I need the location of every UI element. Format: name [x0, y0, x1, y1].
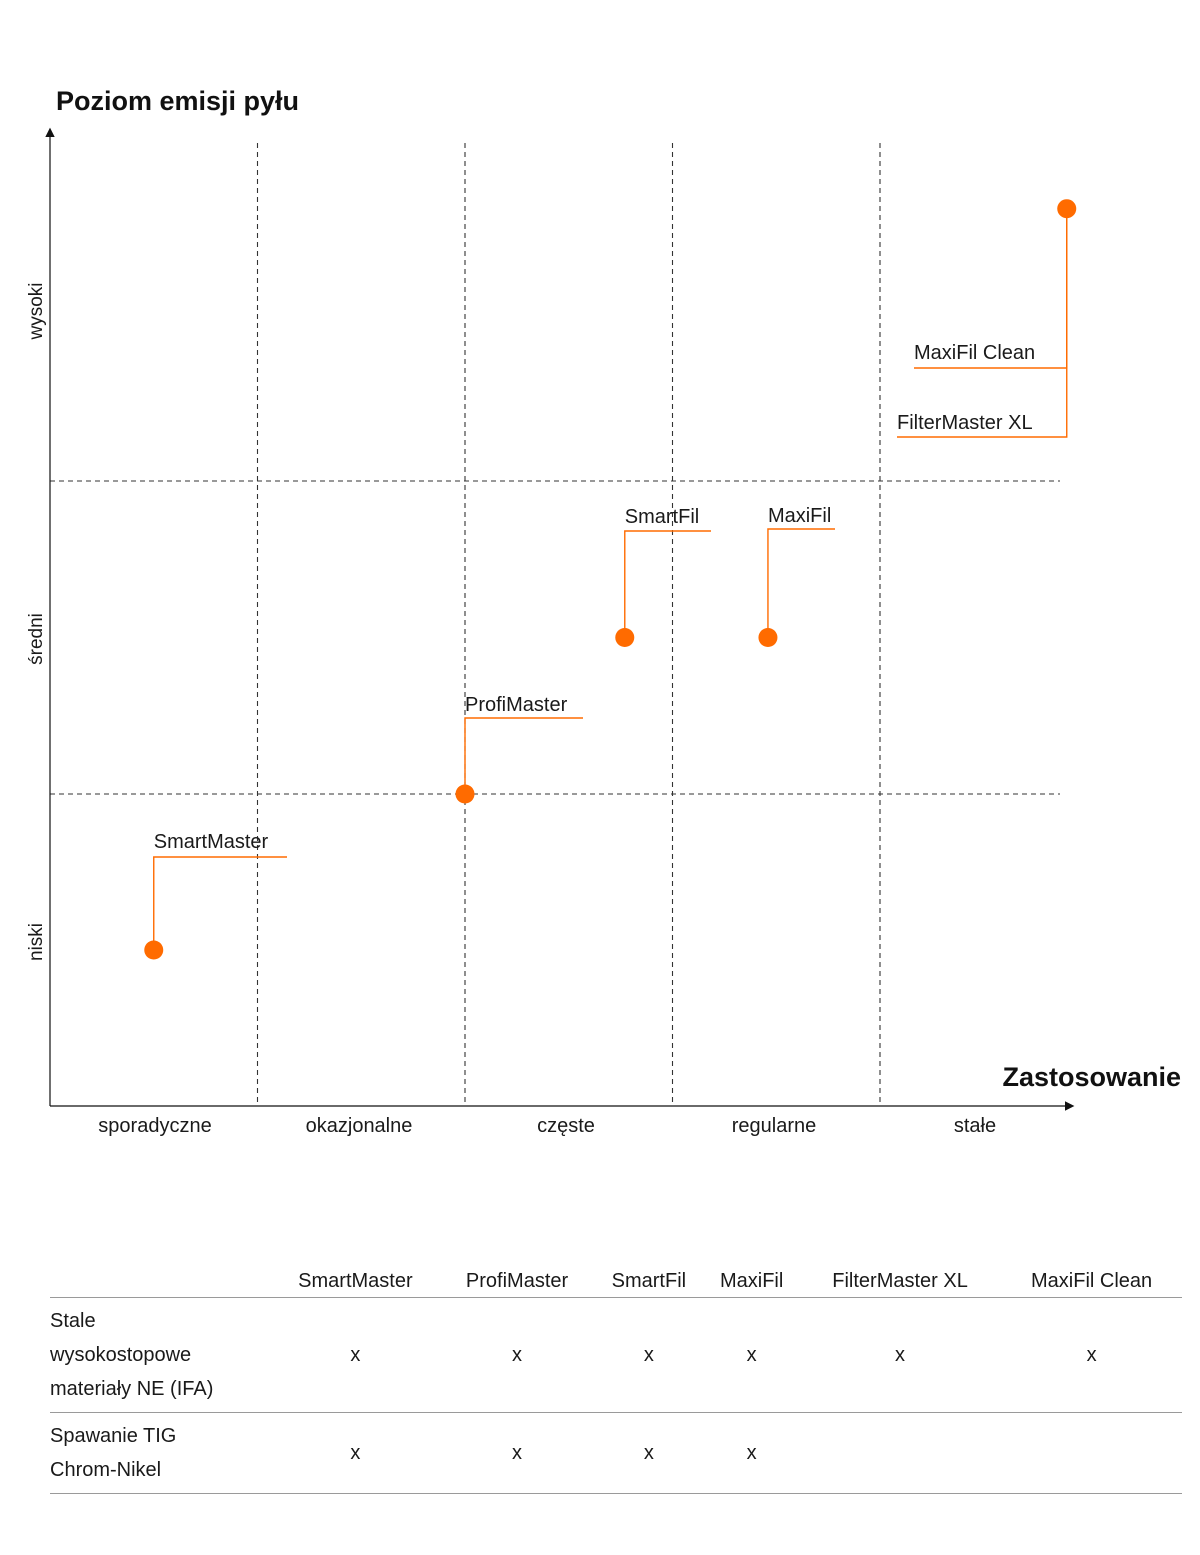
- point-label: SmartFil: [625, 506, 699, 528]
- data-point-marker: [455, 784, 475, 804]
- table-cell: x: [270, 1412, 441, 1494]
- table-column-header: MaxiFil Clean: [1001, 1262, 1182, 1298]
- x-axis-title: Zastosowanie: [1002, 1062, 1181, 1092]
- table-row: Stale wysokostopowe materiały NE (IFA) x x x x…: [50, 1297, 1182, 1413]
- table-row-label: Stale wysokostopowe materiały NE (IFA): [50, 1297, 270, 1413]
- x-tick-label: okazjonalne: [306, 1115, 413, 1137]
- application-table: SmartMaster ProfiMaster SmartFil MaxiFil Fil…: [50, 1262, 1182, 1494]
- table-column-header: ProfiMaster: [440, 1262, 594, 1298]
- table-column-header: SmartFil: [593, 1262, 705, 1298]
- table-cell: x: [704, 1297, 799, 1413]
- data-point-marker: [758, 628, 778, 647]
- point-label: SmartMaster: [154, 831, 269, 853]
- table-cell: x: [270, 1297, 441, 1413]
- table-cell: x: [1001, 1297, 1182, 1413]
- data-point-marker: [144, 940, 164, 960]
- y-axis-title: Poziom emisji pyłu: [56, 86, 299, 116]
- table-cell: x: [593, 1297, 705, 1413]
- table-cell: x: [593, 1412, 705, 1494]
- emission-chart: Poziom emisji pyłu Zastosowanie sporadyc…: [26, 86, 1181, 1137]
- table-cell: x: [798, 1297, 1002, 1413]
- point-label: FilterMaster XL: [897, 412, 1033, 434]
- y-tick-label: niski: [26, 923, 47, 961]
- point-leader-line: [767, 528, 835, 638]
- point-leader-line: [624, 530, 711, 638]
- table-row: Spawanie TIG Chrom-Nikel x x x x: [50, 1412, 1182, 1494]
- table-cell: x: [704, 1412, 799, 1494]
- table-corner: [50, 1262, 270, 1298]
- data-point-marker: [1057, 199, 1077, 219]
- x-tick-label: częste: [537, 1115, 595, 1137]
- table-column-header: SmartMaster: [270, 1262, 441, 1298]
- table-row-label: Spawanie TIG Chrom-Nikel: [50, 1412, 270, 1494]
- point-label: ProfiMaster: [465, 694, 568, 716]
- table-cell: x: [440, 1412, 594, 1494]
- table-cell: x: [440, 1297, 594, 1413]
- table-column-header: FilterMaster XL: [798, 1262, 1002, 1298]
- grid-lines: [50, 143, 1060, 1106]
- table-header-row: SmartMaster ProfiMaster SmartFil MaxiFil Fil…: [50, 1262, 1182, 1298]
- tick-labels: sporadyczne okazjonalne częste regularne sta…: [26, 282, 996, 1137]
- point-label: MaxiFil Clean: [914, 342, 1035, 364]
- x-tick-label: stałe: [954, 1115, 996, 1137]
- x-tick-label: regularne: [732, 1115, 817, 1137]
- point-label: MaxiFil: [768, 505, 831, 527]
- table-cell: [798, 1412, 1002, 1494]
- y-tick-label: średni: [26, 613, 47, 665]
- y-tick-label: wysoki: [26, 282, 47, 340]
- point-leader-line: [153, 856, 287, 950]
- point-leader-line: [464, 717, 583, 794]
- table-column-header: MaxiFil: [704, 1262, 799, 1298]
- data-point-marker: [615, 628, 635, 647]
- data-points: SmartMaster ProfiMaster SmartFil MaxiFil Max…: [144, 199, 1077, 960]
- point-leader-line: [897, 208, 1068, 438]
- x-tick-label: sporadyczne: [98, 1115, 211, 1137]
- table-cell: [1001, 1412, 1182, 1494]
